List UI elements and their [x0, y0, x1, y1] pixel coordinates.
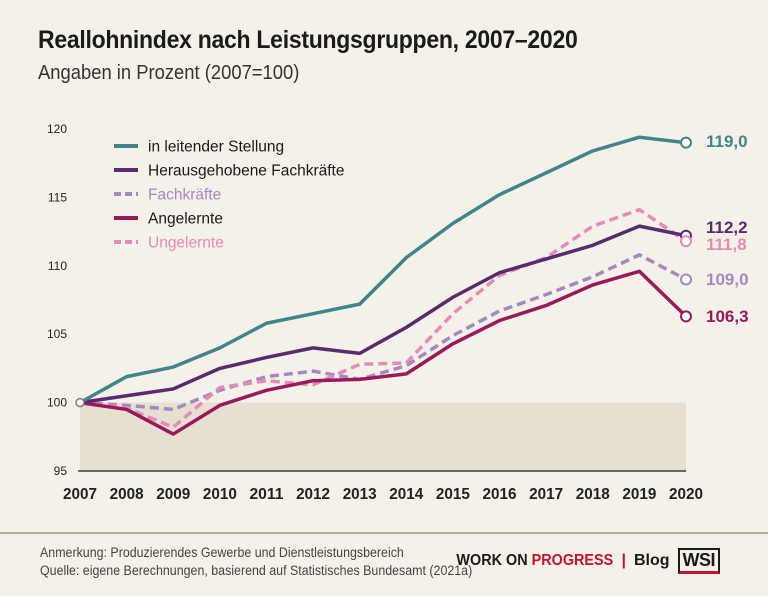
legend-label: in leitender Stellung [148, 139, 284, 156]
x-tick-label: 2008 [110, 486, 144, 503]
chart-title: Reallohnindex nach Leistungsgruppen, 200… [38, 26, 578, 54]
x-tick-label: 2019 [622, 486, 656, 503]
legend-label: Herausgehobene Fachkräfte [148, 163, 344, 180]
x-tick-label: 2010 [203, 486, 237, 503]
brand-block: WORK ON PROGRESS | Blog WSI [439, 548, 720, 574]
series-line [78, 269, 688, 436]
series-group [75, 135, 692, 436]
x-tick-label: 2013 [343, 486, 377, 503]
end-value-label: 112,2 [706, 218, 748, 237]
wsi-logo[interactable]: WSI [677, 548, 720, 574]
y-tick-label: 115 [48, 190, 67, 204]
footnote-source: Quelle: eigene Berechnungen, basierend a… [40, 563, 473, 578]
legend: in leitender Stellung Herausgehobene Fach… [114, 139, 344, 252]
end-point-marker [680, 235, 692, 248]
brand-blog[interactable]: Blog [633, 552, 670, 569]
x-tick-label: 2016 [483, 486, 517, 503]
end-point-marker [680, 273, 692, 286]
x-tick-label: 2012 [296, 486, 330, 503]
y-tick-label: 120 [47, 122, 67, 136]
legend-label: Fachkräfte [148, 187, 221, 204]
end-value-label: 109,0 [706, 270, 749, 289]
y-tick-label: 110 [48, 259, 67, 273]
brand-work-on-progress[interactable]: WORK ON PROGRESS [457, 552, 614, 570]
series-line [79, 207, 687, 429]
end-labels: 119,0 112,2 109,0 106,3 111,8 [706, 132, 749, 326]
end-point-marker [680, 310, 692, 323]
below-baseline-shading [80, 402, 686, 471]
y-tick-label: 95 [54, 464, 68, 478]
legend-label: Angelernte [148, 211, 223, 228]
legend-label: Ungelernte [148, 235, 224, 252]
x-tick-label: 2020 [669, 486, 703, 503]
y-tick-label: 100 [47, 396, 67, 410]
series-line [78, 224, 688, 405]
axes: 95 100 105 110 115 120 2007 2008 2009 2010 2011 201… [47, 122, 703, 503]
x-tick-label: 2015 [436, 486, 470, 503]
x-tick-label: 2018 [576, 486, 610, 503]
series-line [79, 253, 687, 412]
y-tick-label: 105 [47, 327, 67, 341]
x-tick-label: 2017 [529, 486, 563, 503]
end-value-label: 119,0 [706, 132, 748, 151]
x-tick-label: 2014 [389, 486, 423, 503]
end-value-label: 106,3 [706, 307, 749, 326]
end-point-marker [680, 136, 692, 149]
footnote-annotation: Anmerkung: Produzierendes Gewerbe und Di… [40, 545, 404, 560]
x-tick-label: 2007 [63, 486, 97, 503]
brand-work-on: WORK ON [456, 552, 532, 569]
chart-subtitle: Angaben in Prozent (2007=100) [38, 62, 300, 84]
x-tick-label: 2011 [249, 486, 283, 503]
start-point-marker [75, 397, 85, 408]
end-value-label: 111,8 [706, 235, 747, 254]
footnotes: Anmerkung: Produzierendes Gewerbe und Di… [40, 544, 472, 580]
brand-progress: PROGRESS [531, 552, 614, 569]
series-line [78, 135, 688, 405]
x-tick-label: 2009 [156, 486, 190, 503]
brand-separator: | [621, 552, 626, 569]
footer-divider [0, 532, 768, 534]
